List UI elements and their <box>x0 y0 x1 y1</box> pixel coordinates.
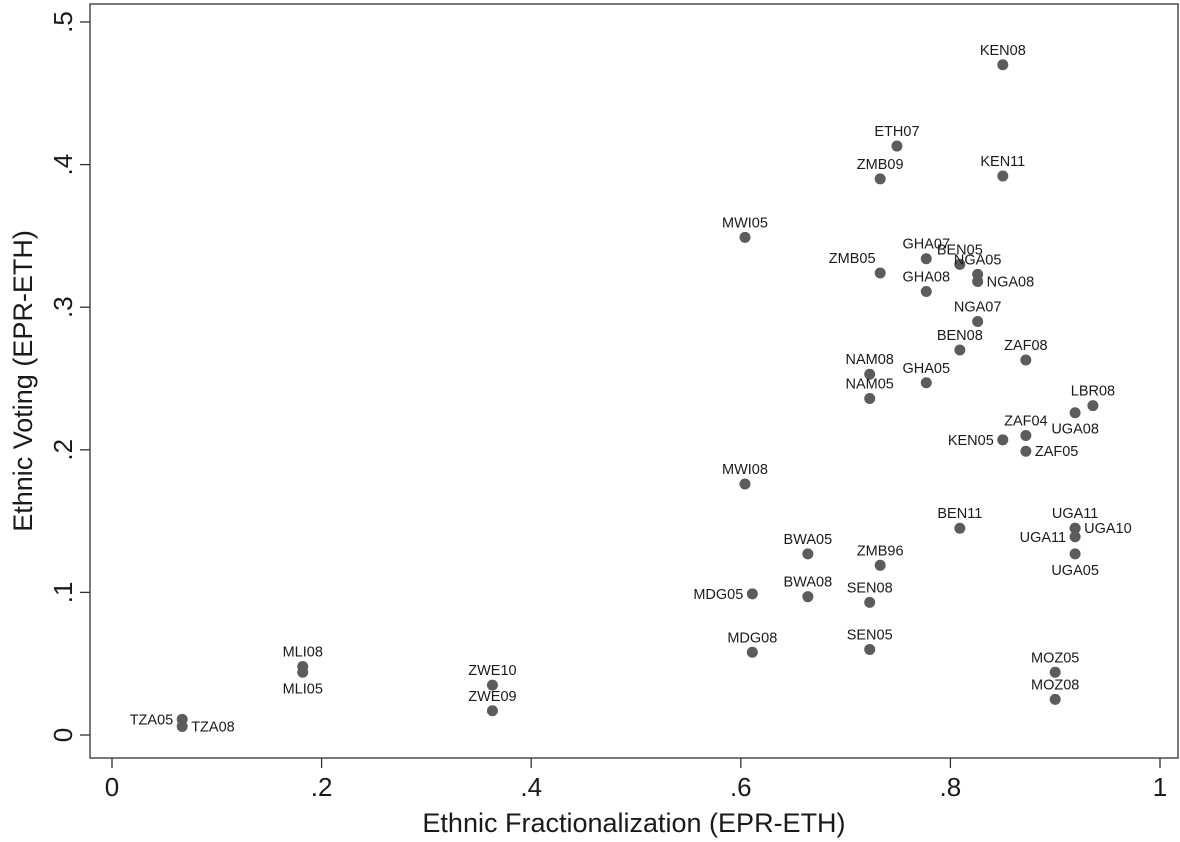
data-point <box>1050 694 1061 705</box>
point-label: MDG08 <box>727 630 777 646</box>
point-label: UGA08 <box>1051 422 1099 438</box>
point-label: ZMB09 <box>857 157 904 173</box>
y-tick-label: .1 <box>48 582 78 604</box>
x-tick-label: 0 <box>105 772 119 802</box>
point-label: BEN08 <box>937 328 983 344</box>
point-label: ETH07 <box>874 124 919 140</box>
data-point <box>864 597 875 608</box>
point-label: ZAF08 <box>1004 338 1048 354</box>
point-label: NAM05 <box>846 376 894 392</box>
y-tick-label: .5 <box>48 11 78 33</box>
data-point <box>1020 446 1031 457</box>
data-point <box>997 434 1008 445</box>
point-label: KEN11 <box>980 154 1025 170</box>
data-point <box>972 316 983 327</box>
point-label: GHA08 <box>903 270 951 286</box>
data-point <box>1070 407 1081 418</box>
data-point <box>487 705 498 716</box>
point-label: BEN11 <box>937 506 982 522</box>
x-tick-label: .8 <box>940 772 962 802</box>
point-label: KEN05 <box>948 433 994 449</box>
data-point <box>954 344 965 355</box>
point-label: TZA08 <box>191 719 235 735</box>
data-point <box>891 141 902 152</box>
data-point <box>739 479 750 490</box>
y-tick-label: .2 <box>48 439 78 461</box>
data-point <box>864 393 875 404</box>
x-tick-label: .4 <box>520 772 542 802</box>
point-label: GHA05 <box>903 361 951 377</box>
data-point <box>739 232 750 243</box>
y-tick-label: .3 <box>48 296 78 318</box>
data-point <box>1087 400 1098 411</box>
point-label: KEN08 <box>980 43 1026 59</box>
data-point <box>747 647 758 658</box>
data-point <box>921 286 932 297</box>
x-tick-label: 1 <box>1153 772 1167 802</box>
point-label: MLI05 <box>283 681 323 697</box>
data-point <box>954 523 965 534</box>
point-label: MDG05 <box>693 587 743 603</box>
point-label: NGA07 <box>954 299 1002 315</box>
point-label: ZMB05 <box>829 251 876 267</box>
point-label: MWI05 <box>722 215 768 231</box>
data-point <box>747 588 758 599</box>
data-point <box>875 267 886 278</box>
point-label: NGA08 <box>987 275 1035 291</box>
data-point <box>1020 430 1031 441</box>
point-label: NGA05 <box>954 252 1002 268</box>
point-label: MOZ05 <box>1031 650 1079 666</box>
data-point <box>297 667 308 678</box>
data-point <box>997 171 1008 182</box>
point-label: SEN08 <box>847 580 893 596</box>
data-point <box>875 560 886 571</box>
data-point <box>875 173 886 184</box>
point-label: LBR08 <box>1071 384 1115 400</box>
point-label: UGA10 <box>1084 521 1132 537</box>
point-label: BWA08 <box>784 575 833 591</box>
data-point <box>972 276 983 287</box>
x-tick-label: .2 <box>311 772 333 802</box>
point-label: TZA05 <box>130 712 174 728</box>
point-label: MLI08 <box>283 645 323 661</box>
data-point <box>1020 354 1031 365</box>
point-label: UGA11 <box>1020 530 1066 546</box>
data-point <box>1050 667 1061 678</box>
point-label: BWA05 <box>784 532 833 548</box>
point-label: MWI08 <box>722 462 768 478</box>
data-point <box>177 721 188 732</box>
data-point <box>864 644 875 655</box>
data-point <box>921 377 932 388</box>
point-label: MOZ08 <box>1031 677 1079 693</box>
point-label: SEN05 <box>847 627 893 643</box>
point-label: ZWE09 <box>468 689 516 705</box>
y-axis-title: Ethnic Voting (EPR-ETH) <box>8 230 38 532</box>
y-axis: 0 .1 .2 .3 .4 .5 <box>48 11 90 742</box>
point-label: UGA11 <box>1052 506 1098 522</box>
point-label: ZAF05 <box>1035 444 1079 460</box>
data-point <box>802 548 813 559</box>
y-tick-label: .4 <box>48 154 78 176</box>
data-point <box>1070 531 1081 542</box>
x-axis: 0 .2 .4 .6 .8 1 <box>105 758 1167 802</box>
data-point <box>1070 548 1081 559</box>
x-axis-title: Ethnic Fractionalization (EPR-ETH) <box>422 808 845 838</box>
point-label: ZWE10 <box>468 663 516 679</box>
plot-frame <box>90 4 1178 758</box>
data-point <box>802 591 813 602</box>
point-label: ZMB96 <box>857 543 904 559</box>
point-label: NAM08 <box>846 352 894 368</box>
point-label: UGA05 <box>1051 563 1099 579</box>
y-tick-label: 0 <box>48 728 78 742</box>
point-label: ZAF04 <box>1004 414 1048 430</box>
x-tick-label: .6 <box>730 772 752 802</box>
data-point <box>997 59 1008 70</box>
data-point <box>921 253 932 264</box>
